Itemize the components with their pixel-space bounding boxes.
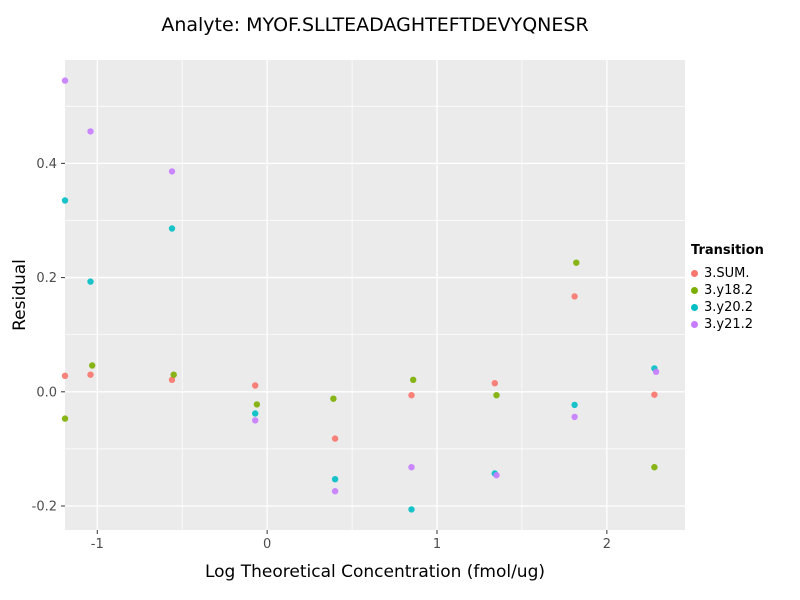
x-tick-label: -1 bbox=[91, 537, 104, 552]
data-point bbox=[168, 376, 176, 383]
legend-key-dot bbox=[691, 304, 698, 311]
data-point bbox=[89, 362, 96, 369]
data-point bbox=[652, 368, 660, 375]
x-tick-label: 1 bbox=[433, 537, 441, 552]
data-point bbox=[331, 488, 339, 495]
data-point bbox=[168, 168, 176, 175]
data-point bbox=[410, 376, 417, 383]
x-tick-label: 2 bbox=[603, 537, 611, 552]
data-point bbox=[651, 464, 658, 471]
data-point bbox=[651, 391, 658, 398]
data-point bbox=[168, 225, 176, 232]
data-point bbox=[408, 392, 415, 399]
data-point bbox=[408, 464, 415, 471]
data-point bbox=[571, 293, 578, 300]
legend-key-dot bbox=[691, 321, 698, 328]
data-point bbox=[61, 415, 69, 422]
series-3.y21.2 bbox=[61, 77, 660, 495]
series-3.y18.2 bbox=[61, 259, 658, 471]
data-point bbox=[571, 413, 578, 421]
data-point bbox=[87, 128, 94, 135]
legend-item: 3.y20.2 bbox=[691, 299, 764, 316]
data-point bbox=[491, 380, 498, 387]
legend: Transition 3.SUM. 3.y18.2 3.y20.2 3.y21.2 bbox=[691, 243, 764, 333]
x-tick-label: 0 bbox=[263, 537, 271, 552]
data-point bbox=[252, 417, 259, 424]
data-point bbox=[170, 371, 177, 378]
legend-item: 3.y21.2 bbox=[691, 316, 764, 333]
legend-item: 3.SUM. bbox=[691, 265, 764, 282]
y-tick-label: 0.4 bbox=[36, 157, 57, 172]
y-tick-label: -0.2 bbox=[32, 500, 57, 515]
legend-key-dot bbox=[691, 287, 698, 294]
data-point bbox=[331, 435, 339, 442]
legend-label: 3.SUM. bbox=[704, 266, 750, 281]
x-axis-title: Log Theoretical Concentration (fmol/ug) bbox=[204, 562, 546, 582]
data-point bbox=[87, 278, 94, 285]
chart-title: Analyte: MYOF.SLLTEADAGHTEFTDEVYQNESR bbox=[161, 14, 589, 36]
series-3.SUM. bbox=[61, 293, 658, 442]
data-point bbox=[493, 472, 500, 479]
legend-title: Transition bbox=[691, 243, 764, 258]
data-point bbox=[61, 372, 69, 379]
data-point bbox=[252, 382, 259, 389]
y-tick-label: 0.2 bbox=[36, 271, 57, 286]
data-point bbox=[493, 392, 500, 399]
data-point bbox=[87, 371, 94, 378]
legend-label: 3.y18.2 bbox=[704, 283, 754, 298]
data-point bbox=[253, 401, 261, 408]
legend-items: 3.SUM. 3.y18.2 3.y20.2 3.y21.2 bbox=[691, 265, 764, 333]
data-point bbox=[61, 197, 69, 204]
data-point bbox=[408, 506, 415, 513]
data-point bbox=[330, 395, 337, 402]
legend-label: 3.y21.2 bbox=[704, 317, 754, 332]
legend-item: 3.y18.2 bbox=[691, 282, 764, 299]
data-point bbox=[61, 77, 69, 84]
data-point bbox=[571, 401, 578, 409]
y-tick-label: 0.0 bbox=[36, 385, 57, 400]
legend-key-dot bbox=[691, 270, 698, 277]
plot-panel bbox=[65, 60, 685, 530]
data-point bbox=[252, 410, 259, 417]
data-point bbox=[573, 259, 580, 266]
data-point bbox=[331, 476, 339, 483]
legend-label: 3.y20.2 bbox=[704, 300, 754, 315]
